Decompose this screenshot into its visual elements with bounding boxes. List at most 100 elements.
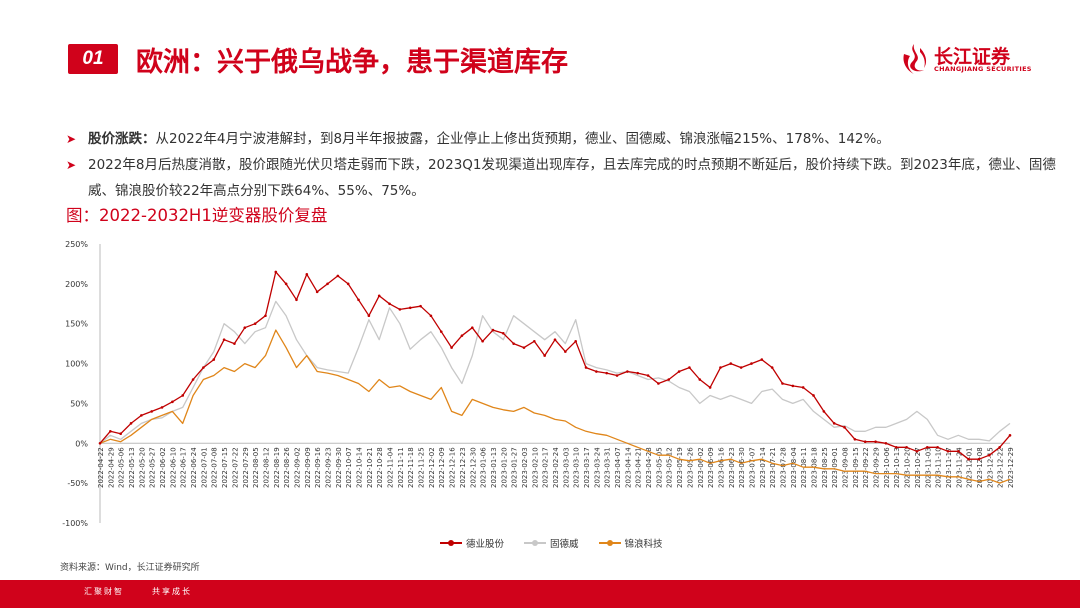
x-tick-label: 2023-08-25 <box>821 447 829 488</box>
x-tick-label: 2023-09-01 <box>831 447 839 488</box>
x-tick-label: 2022-06-02 <box>159 447 167 488</box>
chart-title: 图：2022-2032H1逆变器股价复盘 <box>66 206 328 225</box>
series-1-point <box>512 342 515 345</box>
series-1-point <box>553 338 557 341</box>
series-1-point <box>832 422 836 425</box>
series-1-point <box>760 358 764 361</box>
x-tick-label: 2022-05-06 <box>118 447 126 488</box>
x-tick-label: 2023-09-29 <box>873 447 881 488</box>
x-tick-label: 2023-11-17 <box>945 447 953 488</box>
legend-swatch-deye <box>440 540 462 546</box>
series-1-point <box>595 370 598 373</box>
chart-legend: 德业股份 固德威 锦浪科技 <box>440 536 663 550</box>
x-tick-label: 2023-04-21 <box>635 447 643 488</box>
series-1-point <box>357 298 360 302</box>
series-1-point <box>470 326 474 329</box>
series-1-point <box>657 382 660 385</box>
logo-flame-icon <box>903 44 927 74</box>
x-tick-label: 2022-08-26 <box>283 447 291 488</box>
series-line-2 <box>99 300 1011 444</box>
x-tick-label: 2022-09-09 <box>304 447 312 488</box>
series-1-point <box>191 378 195 381</box>
x-tick-label: 2023-06-02 <box>697 447 705 488</box>
x-tick-label: 2022-06-10 <box>169 447 177 488</box>
series-line-3 <box>99 329 1011 484</box>
series-1-point <box>491 328 495 332</box>
footer-bar <box>0 580 1080 608</box>
series-1-point <box>853 438 857 441</box>
x-tick-label: 2023-10-27 <box>914 447 922 488</box>
series-1-point <box>708 386 712 389</box>
series-1-point <box>460 334 464 337</box>
x-tick-label: 2023-01-20 <box>500 447 508 488</box>
x-tick-label: 2023-04-07 <box>614 447 622 488</box>
x-tick-label: 2023-12-22 <box>997 447 1005 488</box>
series-1-point <box>202 366 205 369</box>
x-tick-label: 2023-11-10 <box>935 447 943 488</box>
x-tick-label: 2022-09-30 <box>335 447 343 488</box>
series-1-point <box>677 370 681 373</box>
bullet-text: 从2022年4月宁波港解封，到8月半年报披露，企业停止上修出货预期，德业、固德威… <box>155 131 890 147</box>
series-1-point <box>481 339 484 343</box>
series-1-point <box>274 270 278 274</box>
x-tick-label: 2022-04-22 <box>97 447 105 488</box>
legend-item-deye: 德业股份 <box>440 536 504 550</box>
x-tick-label: 2022-12-23 <box>459 447 467 488</box>
x-tick-label: 2022-11-25 <box>418 447 426 488</box>
series-1-point <box>171 400 174 404</box>
x-tick-label: 2022-07-15 <box>221 447 229 488</box>
series-1-point <box>429 314 433 318</box>
bullet-arrow-icon: ➤ <box>66 158 77 172</box>
legend-label-ginlong: 锦浪科技 <box>624 539 663 550</box>
series-1-point <box>894 445 898 449</box>
x-tick-label: 2023-03-03 <box>562 447 570 488</box>
series-1-point <box>863 440 867 443</box>
series-1-point <box>109 430 112 433</box>
x-tick-label: 2023-05-12 <box>666 447 674 488</box>
x-tick-label: 2022-10-14 <box>356 447 364 488</box>
y-tick-label: 200% <box>65 280 88 289</box>
series-1-point <box>543 354 546 357</box>
bullet-stock-movement: ➤ 股价涨跌：从2022年4月宁波港解封，到8月半年报披露，企业停止上修出货预期… <box>66 126 1056 152</box>
x-tick-label: 2023-03-31 <box>604 447 612 488</box>
series-1-point <box>98 441 102 445</box>
x-tick-label: 2023-06-09 <box>707 447 715 488</box>
x-tick-label: 2023-12-29 <box>1007 447 1015 488</box>
x-tick-label: 2023-01-13 <box>490 447 498 488</box>
x-tick-label: 2023-08-04 <box>790 447 798 488</box>
y-tick-label: -100% <box>62 519 88 528</box>
series-1-point <box>181 394 185 397</box>
series-1-point <box>822 410 826 413</box>
series-1-point <box>140 414 143 417</box>
x-tick-label: 2022-11-11 <box>397 447 405 488</box>
x-tick-label: 2022-10-21 <box>366 447 374 488</box>
x-tick-label: 2023-02-24 <box>552 447 560 488</box>
x-tick-label: 2023-09-15 <box>852 447 860 488</box>
x-tick-label: 2022-04-29 <box>107 447 115 488</box>
bullet-text: 2022年8月后热度消散，股价跟随光伏贝塔走弱而下跌，2023Q1发现渠道出现库… <box>88 157 1056 199</box>
x-tick-label: 2022-07-22 <box>231 447 239 488</box>
series-1-point <box>1008 434 1012 437</box>
series-1-point <box>419 304 422 308</box>
company-logo: 长江证券 CHANGJIANG SECURITIES <box>898 40 1031 80</box>
x-tick-label: 2022-08-19 <box>273 447 281 488</box>
x-tick-label: 2023-01-06 <box>480 447 488 488</box>
series-1-point <box>615 374 619 377</box>
series-1-point <box>346 282 350 286</box>
legend-label-deye: 德业股份 <box>466 539 505 550</box>
x-tick-label: 2022-07-01 <box>200 447 208 488</box>
series-1-point <box>305 272 309 276</box>
x-tick-label: 2023-03-17 <box>583 447 591 488</box>
section-number-badge: 01 <box>68 44 118 74</box>
legend-swatch-ginlong <box>598 540 621 546</box>
x-tick-label: 2023-11-03 <box>924 447 932 488</box>
footer-slogan-right: 共享成长 <box>152 587 192 596</box>
series-1-point <box>698 378 702 381</box>
x-tick-label: 2022-05-20 <box>138 447 146 488</box>
x-tick-label: 2023-10-06 <box>883 447 891 488</box>
series-1-point <box>791 384 795 388</box>
footer-slogan-left: 汇聚财智 <box>84 587 124 596</box>
x-tick-label: 2022-07-08 <box>211 447 219 488</box>
x-tick-label: 2023-11-24 <box>955 447 963 488</box>
x-tick-label: 2022-11-18 <box>407 447 415 488</box>
